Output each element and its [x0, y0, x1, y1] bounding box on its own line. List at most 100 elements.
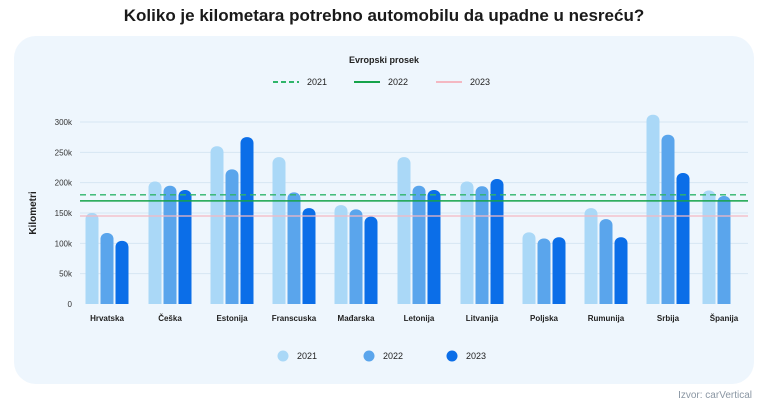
bar-2022-7: [537, 238, 551, 304]
bar-2021-8: [584, 208, 598, 304]
bar-2021-5: [397, 157, 411, 304]
bar-2022-0: [100, 233, 114, 304]
y-tick-label: 250k: [55, 148, 73, 157]
bar-2022-4: [349, 209, 363, 304]
bar-2021-10: [702, 190, 716, 304]
series-legend-dot: [363, 350, 375, 362]
y-tick-label: 100k: [55, 239, 73, 248]
bar-2022-10: [717, 196, 731, 304]
series-legend-label: 2021: [297, 351, 317, 361]
bar-2021-7: [522, 232, 536, 304]
bar-2022-9: [661, 134, 675, 304]
series-legend-label: 2023: [466, 351, 486, 361]
bar-base: [475, 297, 489, 304]
bar-2022-5: [412, 185, 426, 304]
bar-base: [364, 297, 378, 304]
x-tick-label: Češka: [158, 314, 182, 323]
bar-base: [210, 297, 224, 304]
bar-2023-1: [178, 189, 192, 304]
reference-legend-label: 2021: [307, 77, 327, 87]
x-tick-label: Franscuska: [272, 314, 317, 323]
bar-2023-0: [115, 240, 129, 304]
bar-2021-0: [85, 213, 99, 304]
x-tick-label: Hrvatska: [90, 314, 124, 323]
bar-base: [661, 297, 675, 304]
bar-2021-9: [646, 114, 660, 304]
bar-2023-8: [614, 237, 628, 304]
bar-base: [522, 297, 536, 304]
bar-2022-2: [225, 169, 239, 304]
labels-layer: 0 50k 100k 150k 200k 250k 300k Kilometri Hrvatsk…: [28, 118, 739, 323]
bar-base: [148, 297, 162, 304]
bar-base: [537, 297, 551, 304]
y-tick-label: 50k: [59, 270, 73, 279]
y-axis-label: Kilometri: [28, 191, 39, 235]
x-tick-label: Estonija: [216, 314, 248, 323]
bar-2022-8: [599, 219, 613, 304]
bar-base: [702, 297, 716, 304]
x-tick-label: Srbija: [657, 314, 680, 323]
bar-base: [584, 297, 598, 304]
chart-title: Koliko je kilometara potrebno automobilu…: [123, 6, 645, 25]
legend-layer: Evropski prosek 2021 2022 2023 2021 2022 2023: [273, 55, 490, 362]
y-tick-label: 200k: [55, 179, 73, 188]
series-legend-label: 2022: [383, 351, 403, 361]
bar-base: [163, 297, 177, 304]
bar-base: [240, 297, 254, 304]
reference-legend-title: Evropski prosek: [349, 55, 420, 65]
bar-base: [646, 297, 660, 304]
reference-lines-layer: [80, 194, 748, 217]
bar-base: [614, 297, 628, 304]
bar-base: [717, 297, 731, 304]
bar-base: [85, 297, 99, 304]
bar-2022-1: [163, 185, 177, 304]
bar-base: [115, 297, 129, 304]
bar-2021-6: [460, 181, 474, 304]
bar-base: [599, 297, 613, 304]
bar-base: [676, 297, 690, 304]
y-tick-label: 150k: [55, 209, 73, 218]
bar-base: [272, 297, 286, 304]
bars-layer: [85, 114, 731, 304]
x-tick-label: Poljska: [530, 314, 559, 323]
bar-2023-5: [427, 189, 441, 304]
bar-2021-2: [210, 146, 224, 304]
bar-2023-7: [552, 237, 566, 304]
x-tick-label: Mađarska: [338, 314, 375, 323]
bar-base: [397, 297, 411, 304]
bar-base: [427, 297, 441, 304]
bar-base: [302, 297, 316, 304]
bar-2023-3: [302, 208, 316, 304]
series-legend-dot: [446, 350, 458, 362]
y-tick-label: 300k: [55, 118, 73, 127]
x-tick-label: Letonija: [404, 314, 435, 323]
bar-2023-4: [364, 216, 378, 304]
bar-2022-3: [287, 192, 301, 304]
bar-2021-1: [148, 181, 162, 304]
bar-base: [349, 297, 363, 304]
bar-base: [225, 297, 239, 304]
bar-base: [552, 297, 566, 304]
bar-base: [460, 297, 474, 304]
bar-2021-4: [334, 205, 348, 304]
source-note: Izvor: carVertical: [678, 390, 752, 401]
bar-base: [100, 297, 114, 304]
bar-base: [490, 297, 504, 304]
x-tick-label: Španija: [710, 314, 739, 323]
y-tick-label: 0: [68, 300, 73, 309]
x-tick-label: Rumunija: [588, 314, 625, 323]
bar-base: [178, 297, 192, 304]
series-legend-dot: [277, 350, 289, 362]
bar-2022-6: [475, 186, 489, 304]
bar-base: [334, 297, 348, 304]
x-tick-label: Litvanija: [466, 314, 499, 323]
bar-2021-3: [272, 157, 286, 304]
bar-2023-6: [490, 179, 504, 304]
chart-panel: [14, 36, 754, 384]
bar-base: [287, 297, 301, 304]
bar-2023-2: [240, 137, 254, 304]
reference-legend-label: 2023: [470, 77, 490, 87]
bar-base: [412, 297, 426, 304]
bar-2023-9: [676, 172, 690, 304]
